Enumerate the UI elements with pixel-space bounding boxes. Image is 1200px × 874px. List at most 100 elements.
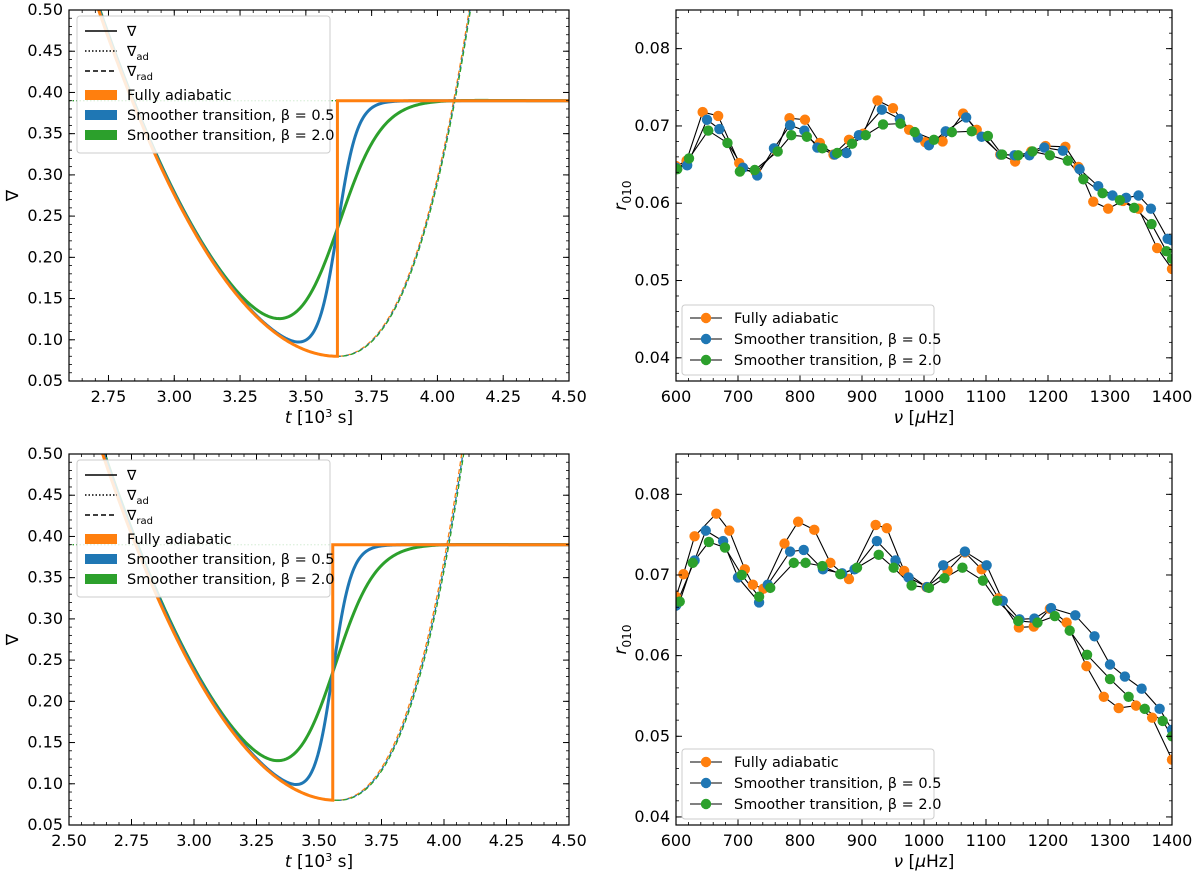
data-point [689,531,700,542]
data-point [1154,703,1165,715]
data-point [1104,659,1116,670]
y-axis-label: ∇ [3,189,23,202]
y-tick-label: 0.10 [27,330,63,349]
data-point [1166,253,1172,265]
data-point [843,573,855,585]
data-point [1133,190,1144,201]
data-point [1130,700,1142,711]
y-tick-label: 0.08 [634,484,670,503]
legend-label-solid: ∇ [126,24,137,40]
data-point [765,582,776,594]
legend-label: Fully adiabatic [127,88,232,104]
x-tick-label: 4.25 [485,387,521,406]
x-tick-label: 4.00 [420,387,456,406]
data-point [676,596,685,607]
data-point [991,595,1003,606]
data-point [701,114,713,125]
y-tick-label: 0.07 [634,116,670,135]
data-point [1139,703,1150,715]
data-point [1089,631,1100,642]
data-point [1166,235,1172,246]
data-point [1078,174,1089,185]
plot-frame [675,453,1173,826]
legend-box [681,748,935,820]
legend-marker [700,756,712,768]
x-axis-label: ν [μHz] [894,852,955,872]
data-point [939,573,950,584]
data-point [1044,150,1056,161]
y-tick-label: 0.20 [27,247,63,266]
data-point [977,575,989,586]
x-tick-label: 1300 [1090,831,1131,850]
plot-area [676,508,1172,765]
y-tick-label: 0.06 [634,193,670,212]
data-point [841,147,852,159]
series-line [676,109,1172,241]
x-tick-label: 4.25 [489,831,525,850]
plot-frame [675,9,1173,382]
legend-label: Fully adiabatic [734,311,839,327]
data-point [817,560,828,572]
data-point [872,95,883,106]
legend-label: Fully adiabatic [127,532,232,548]
data-point [895,118,906,129]
legend-marker [700,798,712,810]
legend-label-dashed: ∇rad [126,64,153,83]
data-point [957,562,968,573]
data-point [1074,164,1085,175]
x-tick-label: 3.75 [364,831,400,850]
data-point [1128,202,1140,214]
x-axis-label: t [103 s] [285,851,353,872]
x-tick-label: 700 [723,831,754,850]
data-point [1062,155,1074,166]
legend-label: Smoother transition, β = 0.5 [127,108,334,124]
legend-patch [85,130,117,140]
legend-label: Smoother transition, β = 2.0 [127,572,334,588]
plot-frame [68,453,570,826]
data-point [697,106,708,118]
y-tick-label: 0.30 [27,609,63,628]
data-point [792,516,804,527]
data-point [1166,754,1172,765]
data-point [881,523,892,534]
data-point [835,568,846,580]
data-point [1107,190,1118,201]
data-point [1136,683,1147,694]
series-line [676,529,1172,731]
legend-label: Fully adiabatic [734,755,839,771]
x-tick-label: 4.00 [426,831,462,850]
data-point [788,557,799,569]
data-point [1032,617,1043,628]
data-point [1061,617,1072,628]
data-point [678,568,689,580]
data-point [779,538,790,549]
x-tick-label: 1200 [1028,387,1069,406]
data-point [1102,203,1114,214]
y-tick-label: 0.15 [27,733,63,752]
y-tick-label: 0.45 [27,485,63,504]
data-point [1113,702,1124,714]
data-point [946,126,958,138]
x-tick-label: 1200 [1028,831,1069,850]
legend-marker [700,312,712,324]
data-point [966,126,977,137]
data-point [1114,194,1126,206]
data-point [1013,615,1024,627]
plot-area [676,95,1172,275]
y-tick-label: 0.25 [27,650,63,669]
data-point [888,562,899,573]
data-point [724,525,735,536]
data-point [1119,671,1131,682]
data-point [959,546,971,557]
legend-label-dotted: ∇ad [126,488,149,507]
data-point [711,508,722,519]
y-tick-label: 0.05 [634,726,670,745]
y-tick-label: 0.10 [27,774,63,793]
legend-marker [700,354,712,366]
data-point [1027,146,1038,157]
y-tick-label: 0.06 [634,646,670,665]
data-point [736,569,747,581]
legend-box [76,459,331,598]
legend-patch [85,574,117,584]
legend-patch [85,90,117,100]
